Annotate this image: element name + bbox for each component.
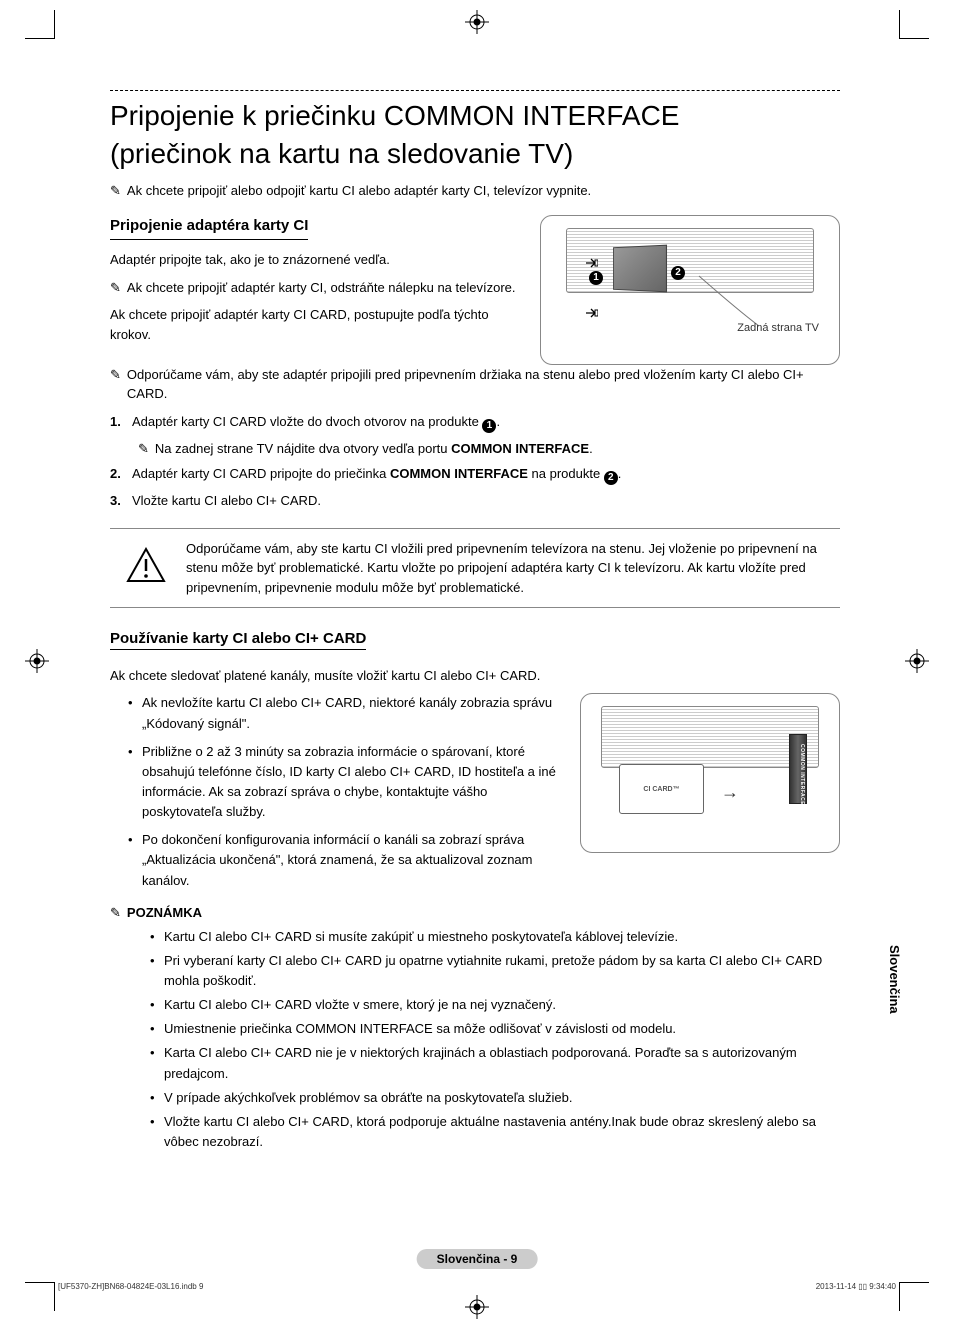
illus2-slot-label: COMMON INTERFACE 5V ONLY <box>799 744 805 831</box>
circled-1-icon: 1 <box>589 271 603 285</box>
crop-mark <box>899 1283 900 1311</box>
steps-list: 1. Adaptér karty CI CARD vložte do dvoch… <box>110 412 840 512</box>
arrow-icon <box>586 258 598 268</box>
warning-box: Odporúčame vám, aby ste kartu CI vložili… <box>110 528 840 609</box>
footer-doc-id: [UF5370-ZH]BN68-04824E-03L16.indb 9 <box>58 1282 203 1291</box>
footer-timestamp: 2013-11-14 ▯▯ 9:34:40 <box>816 1282 896 1291</box>
poznamka-item: Pri vyberaní karty CI alebo CI+ CARD ju … <box>150 951 840 991</box>
poznamka-item: Kartu CI alebo CI+ CARD si musíte zakúpi… <box>150 927 840 947</box>
arrow-right-icon: → <box>721 782 739 803</box>
step-1: 1. Adaptér karty CI CARD vložte do dvoch… <box>110 412 840 433</box>
section1-note2: ✎ Odporúčame vám, aby ste adaptér pripoj… <box>110 365 840 404</box>
note-icon: ✎ <box>110 183 121 199</box>
dashed-divider <box>110 90 840 91</box>
poznamka-list: Kartu CI alebo CI+ CARD si musíte zakúpi… <box>110 927 840 1152</box>
step-number: 2. <box>110 464 132 485</box>
section1-p1: Adaptér pripojte tak, ako je to znázorne… <box>110 250 520 270</box>
illus2-tv-panel <box>601 706 819 768</box>
crop-mark <box>54 1283 55 1311</box>
poznamka-item: Vložte kartu CI alebo CI+ CARD, ktorá po… <box>150 1112 840 1152</box>
note-icon: ✎ <box>110 365 121 385</box>
poznamka-item: Kartu CI alebo CI+ CARD vložte v smere, … <box>150 995 840 1015</box>
section1-note1: ✎ Ak chcete pripojiť adaptér karty CI, o… <box>110 278 520 298</box>
crop-mark <box>899 1282 929 1283</box>
crop-mark <box>899 38 929 39</box>
crop-mark <box>25 38 55 39</box>
title-line-1: Pripojenie k priečinku COMMON INTERFACE <box>110 100 679 131</box>
note-icon: ✎ <box>110 278 121 298</box>
intro-note-text: Ak chcete pripojiť alebo odpojiť kartu C… <box>127 183 591 198</box>
step-text: Vložte kartu CI alebo CI+ CARD. <box>132 491 840 512</box>
circled-1-icon: 1 <box>482 419 496 433</box>
crop-mark <box>54 10 55 38</box>
poznamka-item: V prípade akýchkoľvek problémov sa obráť… <box>150 1088 840 1108</box>
section2-heading: Používanie karty CI alebo CI+ CARD <box>110 630 366 650</box>
arrow-icon <box>586 308 598 318</box>
bullet-item: Ak nevložíte kartu CI alebo CI+ CARD, ni… <box>128 693 560 733</box>
step-2: 2. Adaptér karty CI CARD pripojte do pri… <box>110 464 840 485</box>
crop-mark <box>899 10 900 38</box>
warning-text: Odporúčame vám, aby ste kartu CI vložili… <box>186 539 834 598</box>
registration-mark-icon <box>25 649 49 673</box>
section2-p1: Ak chcete sledovať platené kanály, musít… <box>110 668 840 683</box>
step-subnote-text: Na zadnej strane TV nájdite dva otvory v… <box>155 439 840 459</box>
section1-heading: Pripojenie adaptéra karty CI <box>110 215 308 241</box>
illus2-card: CI CARD™ <box>619 764 704 814</box>
warning-icon <box>126 547 166 583</box>
bullet-item: Približne o 2 až 3 minúty sa zobrazia in… <box>128 742 560 823</box>
step-number: 1. <box>110 412 132 433</box>
crop-mark <box>25 1282 55 1283</box>
circled-2-icon: 2 <box>671 266 685 280</box>
poznamka-item: Karta CI alebo CI+ CARD nie je v niektor… <box>150 1043 840 1083</box>
registration-mark-icon <box>905 649 929 673</box>
registration-mark-icon <box>465 10 489 34</box>
illus-ci-adapter <box>613 244 667 292</box>
language-tab: Slovenčina <box>883 935 906 1024</box>
section1-p2: Ak chcete pripojiť adaptér karty CI CARD… <box>110 305 520 344</box>
intro-note: ✎ Ak chcete pripojiť alebo odpojiť kartu… <box>110 183 840 199</box>
illus1-label: Zadná strana TV <box>737 322 819 334</box>
step-text: Adaptér karty CI CARD vložte do dvoch ot… <box>132 412 840 433</box>
section1-note1-text: Ak chcete pripojiť adaptér karty CI, ods… <box>127 278 516 298</box>
step-text: Adaptér karty CI CARD pripojte do prieči… <box>132 464 840 485</box>
illustration-tv-back: 1 2 Zadná strana TV <box>540 215 840 365</box>
note-icon: ✎ <box>110 905 121 921</box>
note-icon: ✎ <box>138 439 149 459</box>
section2-bullets: Ak nevložíte kartu CI alebo CI+ CARD, ni… <box>110 693 560 890</box>
step-3: 3. Vložte kartu CI alebo CI+ CARD. <box>110 491 840 512</box>
poznamka-label: POZNÁMKA <box>127 905 202 921</box>
bullet-item: Po dokončení konfigurovania informácií o… <box>128 830 560 890</box>
page-content: Pripojenie k priečinku COMMON INTERFACE … <box>110 90 840 1156</box>
footer-page-label: Slovenčina - 9 <box>417 1249 538 1269</box>
registration-mark-icon <box>465 1295 489 1319</box>
step-number: 3. <box>110 491 132 512</box>
title-line-2: (priečinok na kartu na sledovanie TV) <box>110 138 573 169</box>
page-title: Pripojenie k priečinku COMMON INTERFACE … <box>110 97 840 173</box>
step-1-subnote: ✎ Na zadnej strane TV nájdite dva otvory… <box>110 439 840 459</box>
poznamka-item: Umiestnenie priečinka COMMON INTERFACE s… <box>150 1019 840 1039</box>
poznamka-heading: ✎ POZNÁMKA <box>110 905 840 921</box>
circled-2-icon: 2 <box>604 471 618 485</box>
section1-note2-text: Odporúčame vám, aby ste adaptér pripojil… <box>127 365 840 404</box>
illustration-ci-card: COMMON INTERFACE 5V ONLY CI CARD™ → <box>580 693 840 853</box>
